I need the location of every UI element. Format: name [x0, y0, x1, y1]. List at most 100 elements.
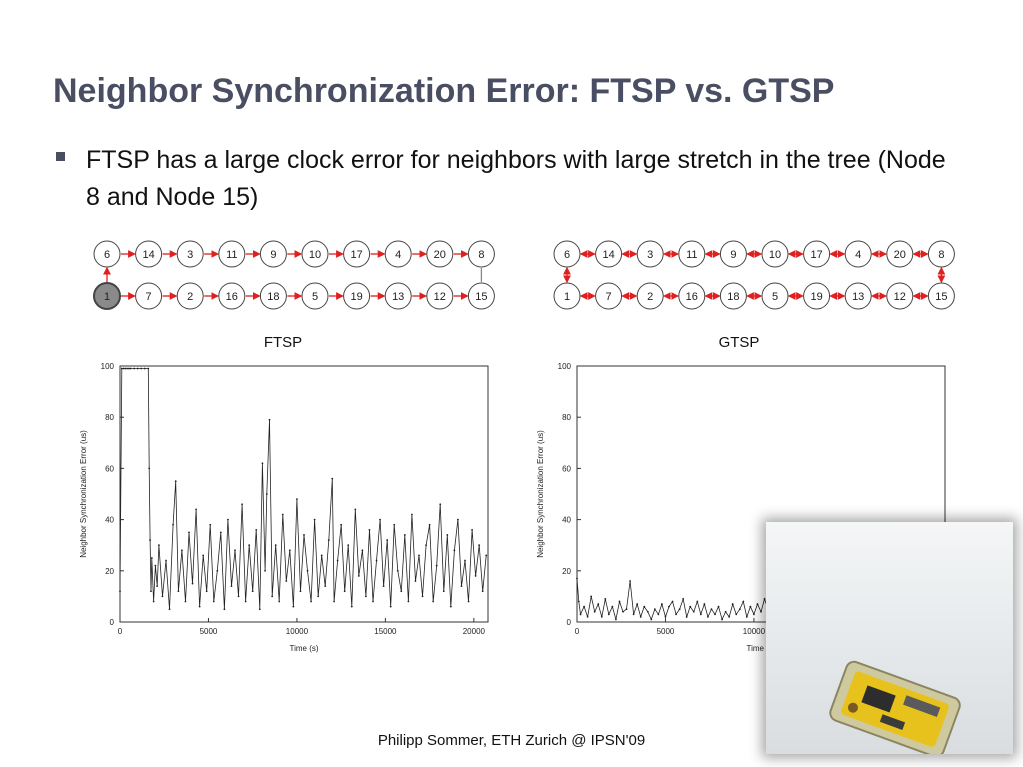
topology-node [595, 282, 623, 310]
data-point [361, 549, 364, 552]
data-point [721, 618, 723, 621]
topology-node [803, 282, 831, 310]
x-tick-label: 15000 [374, 627, 397, 636]
x-tick-label: 0 [118, 627, 123, 636]
topology-node-label: 6 [104, 249, 110, 261]
topology-node [636, 240, 664, 268]
data-point [158, 544, 160, 547]
topology-node-label: 18 [727, 291, 739, 303]
data-point [661, 603, 663, 605]
data-point [439, 503, 442, 506]
data-point [230, 585, 233, 588]
y-axis-label: Neighbor Synchronization Error (us) [79, 430, 88, 558]
topology-node [595, 240, 623, 268]
data-point [639, 615, 642, 618]
data-point [271, 595, 274, 598]
topology-node-label: 19 [350, 291, 362, 303]
data-point [331, 477, 334, 480]
series-line [119, 368, 487, 610]
topology-node-label: 6 [564, 249, 570, 261]
data-point [414, 580, 417, 582]
data-point [643, 605, 646, 608]
data-point [212, 600, 215, 603]
topology-node [301, 240, 329, 268]
data-point [717, 605, 720, 608]
data-point [296, 498, 298, 501]
data-point [340, 523, 343, 526]
x-axis-label: Time (s) [746, 644, 775, 653]
topology-node-label: 10 [309, 249, 321, 261]
data-point [386, 539, 389, 541]
topology-node-label: 20 [894, 249, 906, 261]
data-point [223, 608, 226, 611]
data-point [586, 615, 589, 618]
topology-node [343, 240, 371, 268]
data-point [675, 613, 677, 616]
y-tick-label: 100 [101, 362, 115, 371]
data-point [590, 595, 593, 598]
data-point [150, 557, 153, 559]
topology-node [803, 240, 831, 268]
data-point [375, 559, 378, 562]
topology-node-label: 16 [226, 291, 238, 303]
data-point [156, 585, 159, 588]
topology-node [343, 282, 371, 310]
data-point [265, 493, 268, 495]
data-point [120, 367, 123, 370]
data-point [653, 608, 656, 611]
data-point [124, 367, 127, 370]
data-point [150, 590, 152, 593]
data-point [188, 531, 190, 534]
data-point [407, 600, 410, 603]
data-point [597, 603, 600, 605]
topology-node-label: 8 [478, 249, 484, 261]
data-point [285, 580, 288, 582]
data-point [400, 590, 403, 593]
data-point [278, 600, 281, 603]
topology-node-label: 3 [187, 249, 193, 261]
data-point [140, 367, 143, 370]
data-point [411, 513, 413, 516]
topology-node [93, 282, 121, 310]
data-point [579, 613, 582, 616]
data-point [292, 605, 295, 608]
data-point [474, 575, 477, 577]
data-point [251, 590, 254, 593]
topology-node [844, 282, 872, 310]
topology-node-label: 16 [686, 291, 698, 303]
data-point [618, 600, 621, 603]
topology-node-label: 12 [434, 291, 446, 303]
data-point [710, 608, 713, 611]
data-point [237, 595, 240, 598]
data-point [728, 615, 731, 618]
data-point [317, 595, 320, 598]
data-point [389, 605, 392, 608]
x-tick-label: 5000 [200, 627, 218, 636]
data-point [306, 569, 309, 572]
data-point [258, 608, 261, 611]
data-point [707, 615, 709, 618]
data-point [379, 518, 381, 521]
data-point [195, 508, 197, 511]
data-point [382, 585, 385, 588]
data-point [696, 600, 699, 603]
data-point [738, 608, 741, 611]
data-point [625, 608, 628, 611]
topology-node [761, 282, 789, 310]
data-point [636, 603, 639, 605]
data-point [745, 615, 748, 618]
topology-node [93, 240, 121, 268]
bullet-marker [56, 152, 65, 161]
x-tick-label: 20000 [463, 627, 486, 636]
data-point [699, 613, 702, 616]
data-point [184, 600, 187, 603]
data-point [365, 595, 367, 598]
data-point [126, 367, 128, 370]
plot-frame [119, 365, 489, 623]
y-tick-label: 20 [105, 567, 114, 576]
data-point [421, 595, 424, 598]
data-point [343, 590, 346, 593]
data-point [129, 367, 132, 370]
topology-node [176, 282, 204, 310]
y-tick-label: 0 [110, 618, 115, 627]
